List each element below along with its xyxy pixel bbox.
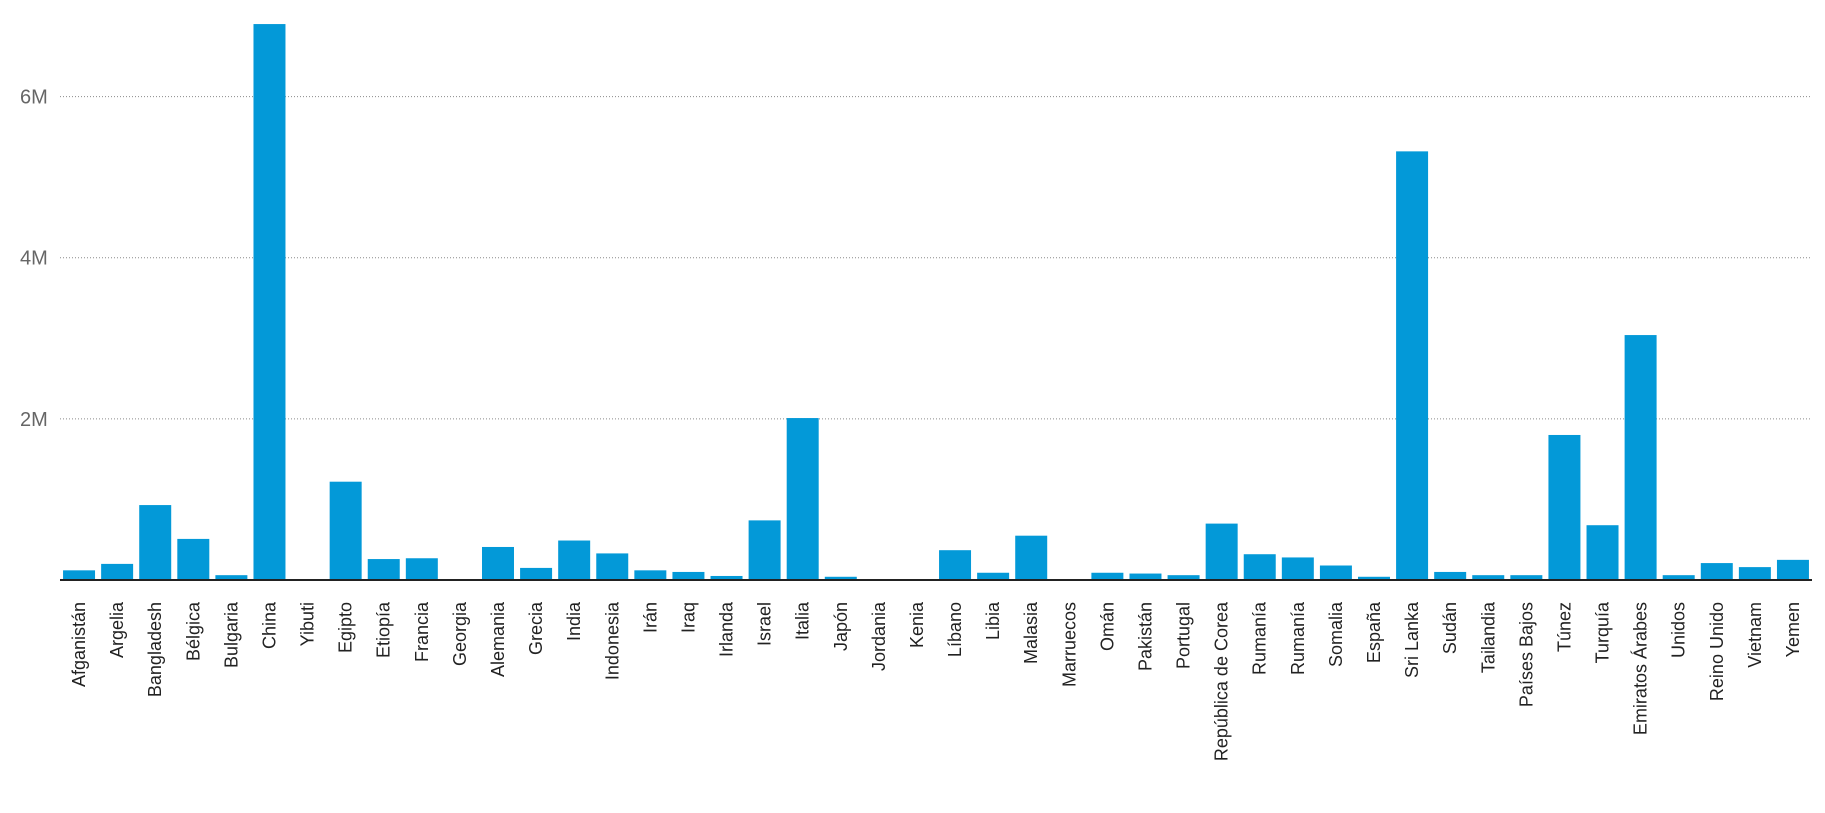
x-tick-label: Malasia xyxy=(1021,601,1041,664)
bar-19[interactable] xyxy=(786,418,819,580)
x-tick-label: Argelia xyxy=(107,601,127,658)
x-tick-label: Marruecos xyxy=(1059,602,1079,687)
x-tick-label: Japón xyxy=(831,602,851,651)
bar-5[interactable] xyxy=(253,24,286,581)
bar-32[interactable] xyxy=(1281,557,1314,580)
bar-7[interactable] xyxy=(329,481,362,580)
bar-2[interactable] xyxy=(139,505,172,580)
x-tick-label: Iraq xyxy=(678,602,698,633)
x-tick-label: Túnez xyxy=(1554,602,1574,652)
bar-37[interactable] xyxy=(1472,575,1505,580)
y-tick-label: 4M xyxy=(20,248,48,270)
bar-30[interactable] xyxy=(1205,523,1238,580)
bar-23[interactable] xyxy=(939,550,972,580)
x-tick-label: Sri Lanka xyxy=(1402,601,1422,678)
x-tick-label: Bélgica xyxy=(183,601,203,661)
x-tick-label: China xyxy=(259,601,279,649)
bar-16[interactable] xyxy=(672,571,705,580)
x-tick-label: India xyxy=(564,601,584,641)
x-tick-label: Yibuti xyxy=(298,602,318,646)
bar-20[interactable] xyxy=(824,576,857,580)
bar-11[interactable] xyxy=(482,546,514,580)
x-tick-label: Etiopía xyxy=(374,601,394,658)
x-tick-label: Francia xyxy=(412,601,432,662)
bar-45[interactable] xyxy=(1776,559,1809,580)
x-tick-label: Yemen xyxy=(1783,602,1803,657)
x-tick-label: Unidos xyxy=(1669,602,1689,658)
x-tick-label: Jordania xyxy=(869,601,889,671)
bar-3[interactable] xyxy=(177,538,210,580)
bar-44[interactable] xyxy=(1738,567,1771,580)
x-tick-label: Pakistán xyxy=(1135,602,1155,671)
x-tick-label: Portugal xyxy=(1174,602,1194,669)
bar-40[interactable] xyxy=(1586,525,1619,580)
bar-27[interactable] xyxy=(1091,572,1124,580)
x-tick-label: Grecia xyxy=(526,601,546,655)
bar-24[interactable] xyxy=(977,572,1010,580)
x-tick-label: Alemania xyxy=(488,601,508,677)
x-tick-label: Vietnam xyxy=(1745,602,1765,668)
bar-36[interactable] xyxy=(1434,571,1467,580)
bar-29[interactable] xyxy=(1167,575,1200,580)
x-tick-label: Líbano xyxy=(945,602,965,657)
x-tick-label: República de Corea xyxy=(1212,601,1232,761)
bar-14[interactable] xyxy=(596,553,629,580)
bar-33[interactable] xyxy=(1319,565,1352,581)
x-tick-label: Georgia xyxy=(450,601,470,666)
y-axis-labels: 2M 4M 6M xyxy=(20,87,48,431)
x-tick-label: Turquía xyxy=(1593,601,1613,663)
bar-1[interactable] xyxy=(101,563,134,580)
x-tick-label: Indonesia xyxy=(602,601,622,680)
bar-42[interactable] xyxy=(1662,575,1695,580)
bar-39[interactable] xyxy=(1548,434,1581,580)
x-tick-label: Italia xyxy=(793,601,813,640)
bar-38[interactable] xyxy=(1510,575,1543,580)
x-tick-label: Somalia xyxy=(1326,601,1346,667)
bar-8[interactable] xyxy=(367,559,400,580)
bar-13[interactable] xyxy=(558,540,591,580)
x-tick-label: España xyxy=(1364,601,1384,663)
x-tick-label: Reino Unido xyxy=(1707,602,1727,701)
bar-18[interactable] xyxy=(748,520,781,580)
bar-28[interactable] xyxy=(1129,573,1162,580)
x-tick-label: Irlanda xyxy=(717,601,737,657)
bar-0[interactable] xyxy=(63,570,96,580)
bar-34[interactable] xyxy=(1358,576,1390,580)
x-tick-label: Egipto xyxy=(336,602,356,653)
x-tick-label: Bulgaria xyxy=(221,601,241,668)
y-tick-label: 2M xyxy=(20,409,48,431)
x-axis-labels: Afganistán Argelia Bangladesh Bélgica Bulgar… xyxy=(69,601,1803,761)
x-tick-label: Bangladesh xyxy=(145,602,165,697)
x-tick-label: Libia xyxy=(983,601,1003,640)
bar-12[interactable] xyxy=(520,567,553,580)
bar-43[interactable] xyxy=(1700,563,1733,580)
bar-15[interactable] xyxy=(634,570,667,580)
x-tick-label: Irán xyxy=(640,602,660,633)
bar-35[interactable] xyxy=(1396,151,1429,581)
bar-25[interactable] xyxy=(1015,535,1048,580)
gridlines xyxy=(60,96,1812,420)
y-tick-label: 6M xyxy=(20,87,48,109)
x-tick-label: Israel xyxy=(755,602,775,646)
x-tick-label: Países Bajos xyxy=(1516,602,1536,707)
x-tick-label: Emiratos Árabes xyxy=(1631,602,1651,735)
x-tick-label: Tailandia xyxy=(1478,601,1498,673)
x-tick-label: Kenia xyxy=(907,601,927,648)
bar-31[interactable] xyxy=(1243,554,1276,580)
x-tick-label: Rumanía xyxy=(1288,601,1308,675)
x-tick-label: Rumanía xyxy=(1250,601,1270,675)
bar-4[interactable] xyxy=(215,575,248,580)
x-tick-label: Sudán xyxy=(1440,602,1460,654)
x-tick-label: Afganistán xyxy=(69,602,89,687)
bar-9[interactable] xyxy=(405,558,438,580)
bars xyxy=(63,24,1809,581)
bar-41[interactable] xyxy=(1624,335,1657,580)
x-tick-label: Omán xyxy=(1097,602,1117,651)
bar-17[interactable] xyxy=(710,575,743,580)
